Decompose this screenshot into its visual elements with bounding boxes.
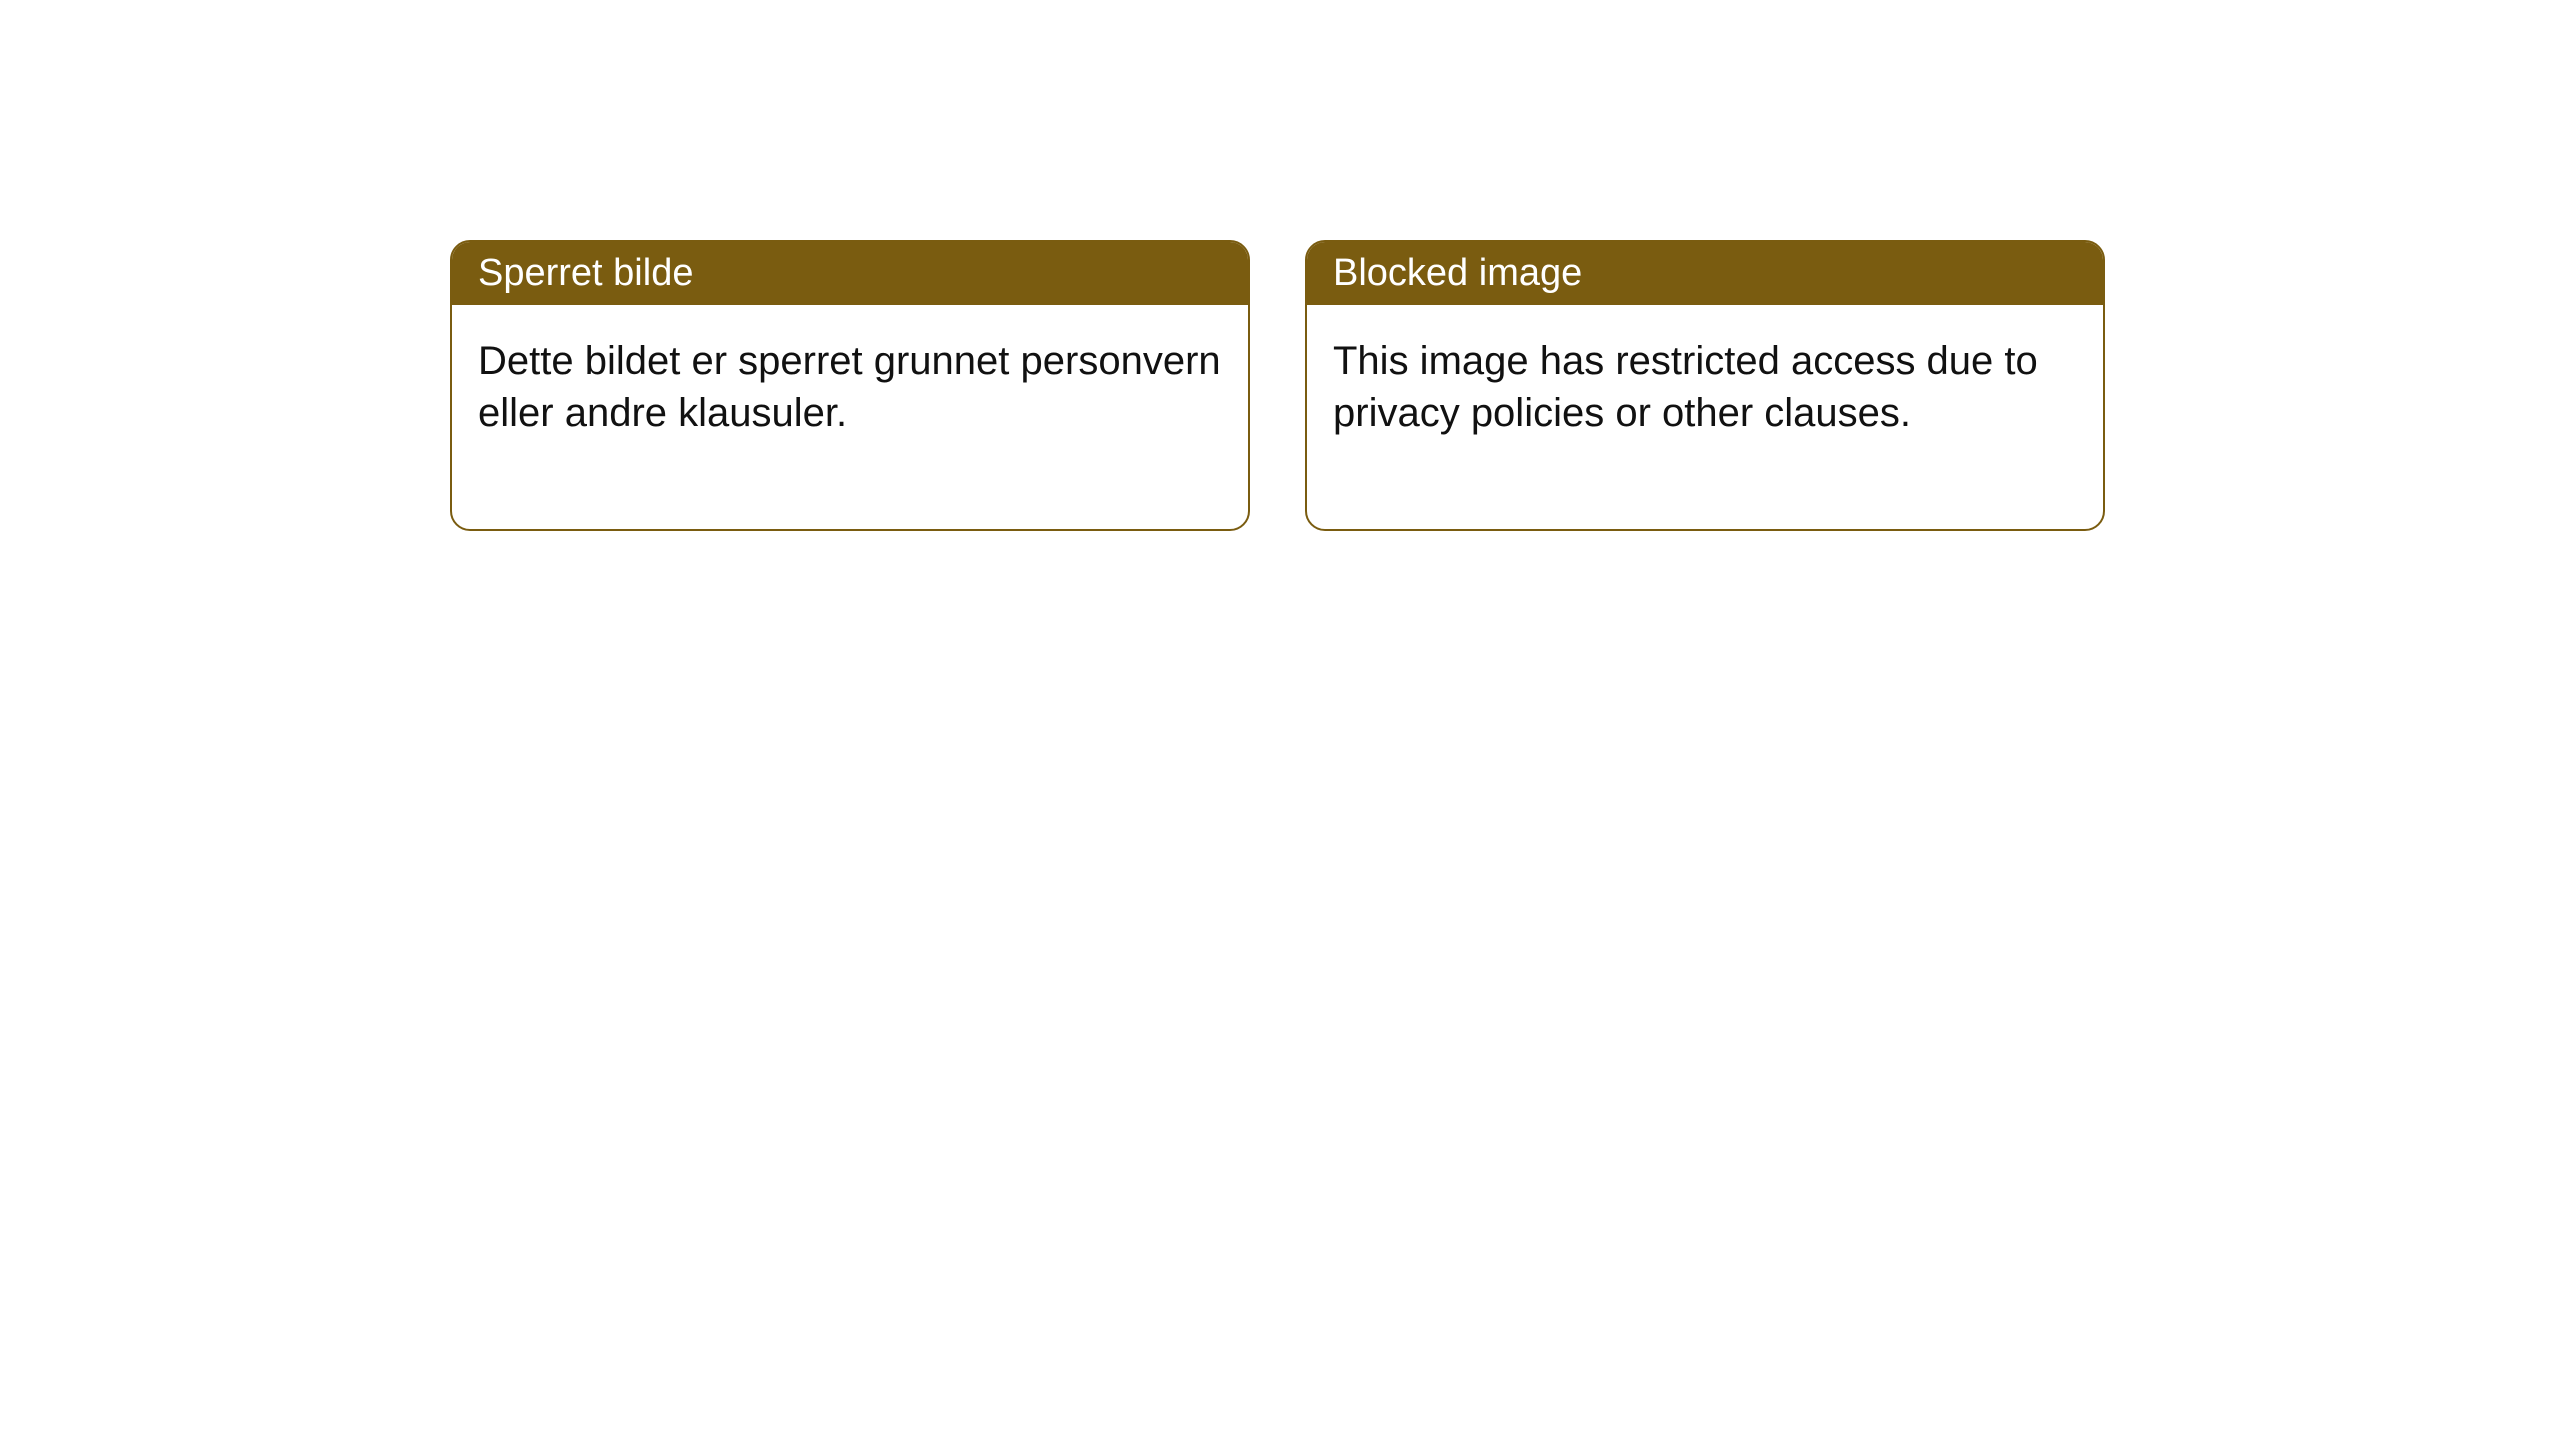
notice-card-body: This image has restricted access due to …	[1307, 305, 2103, 529]
notice-card-body: Dette bildet er sperret grunnet personve…	[452, 305, 1248, 529]
notice-container: Sperret bilde Dette bildet er sperret gr…	[0, 0, 2560, 531]
notice-card-title: Blocked image	[1307, 242, 2103, 305]
notice-card-en: Blocked image This image has restricted …	[1305, 240, 2105, 531]
notice-card-no: Sperret bilde Dette bildet er sperret gr…	[450, 240, 1250, 531]
notice-card-title: Sperret bilde	[452, 242, 1248, 305]
